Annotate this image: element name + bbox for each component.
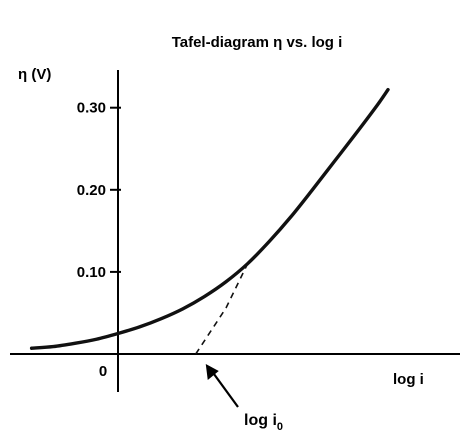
- log-i0-subscript: 0: [277, 421, 283, 433]
- annotations: log i0: [205, 364, 283, 433]
- tafel-extrapolation-line: [195, 263, 249, 355]
- x-axis-label: log i: [393, 371, 424, 388]
- origin-label: 0: [99, 363, 107, 380]
- curves: [29, 87, 390, 355]
- tafel-curve: [29, 87, 390, 350]
- y-axis-label: η (V): [18, 66, 51, 83]
- y-tick-label-2: 0.30: [77, 100, 106, 117]
- log-i0-label: log i0: [244, 412, 283, 433]
- y-tick-label-0: 0.10: [77, 264, 106, 281]
- y-tick-label-1: 0.20: [77, 182, 106, 199]
- y-ticks: 0.10 0.20 0.30: [77, 100, 121, 281]
- chart-title: Tafel-diagram η vs. log i: [172, 34, 343, 51]
- axes: [10, 70, 460, 392]
- annotation-arrow-shaft: [210, 370, 239, 408]
- annotation-arrow-head: [205, 364, 219, 380]
